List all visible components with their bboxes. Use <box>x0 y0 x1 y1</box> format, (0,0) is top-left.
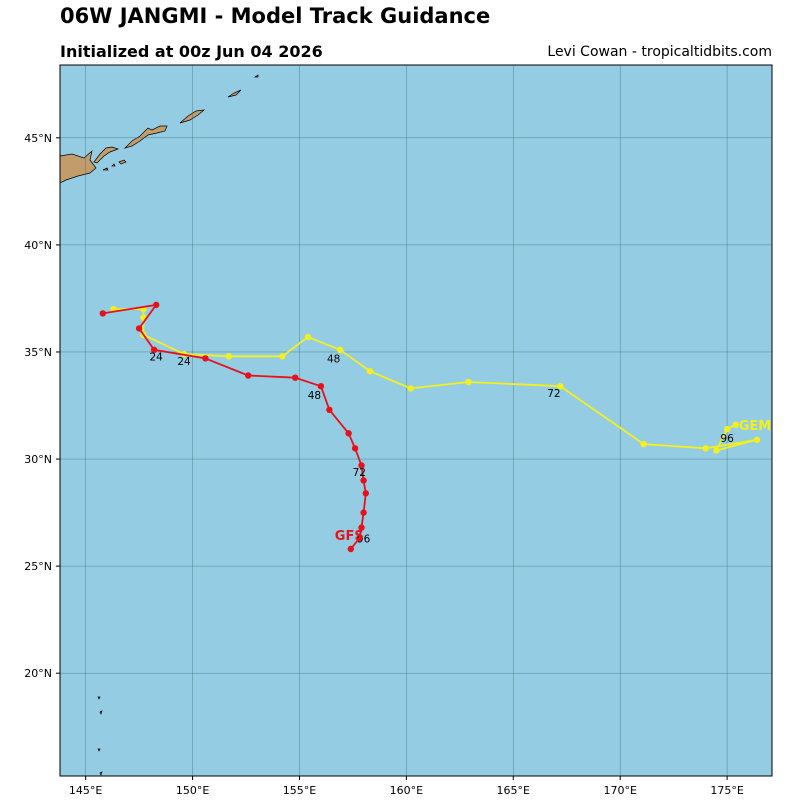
track-point-gem <box>753 436 761 443</box>
page-title: 06W JANGMI - Model Track Guidance <box>60 4 491 28</box>
hokkaido-land <box>60 150 97 184</box>
lon-tick-label: 175°E <box>710 784 743 797</box>
track-point-gfs <box>360 477 367 484</box>
track-point-gem <box>702 445 709 452</box>
track-point-gem <box>557 383 564 390</box>
map-frame <box>59 64 773 777</box>
track-point-gfs <box>153 301 160 309</box>
lat-tick-label: 45°N <box>24 132 52 145</box>
track-point-gfs <box>150 346 158 353</box>
track-point-gfs <box>356 535 363 542</box>
track-point-gfs <box>326 406 333 413</box>
forecast-hour-label: 48 <box>308 390 321 402</box>
forecast-hour-label: 24 <box>150 352 164 364</box>
kuril-island-2 <box>118 159 127 165</box>
track-point-gfs <box>292 374 299 381</box>
lat-tick-label: 40°N <box>24 239 52 252</box>
forecast-hour-label: 24 <box>177 356 191 368</box>
kuril-island-4 <box>102 167 109 171</box>
land-layer <box>60 74 259 776</box>
lat-tick-label: 30°N <box>24 453 52 466</box>
lat-tick-label: 20°N <box>24 667 52 680</box>
gridlines <box>60 65 772 776</box>
lon-tick-label: 150°E <box>176 784 209 797</box>
kuril-island-7 <box>227 89 242 98</box>
kuril-island-8 <box>253 74 259 78</box>
track-point-gfs <box>317 383 325 390</box>
track-point-gfs <box>245 372 252 379</box>
track-point-gem <box>336 346 344 353</box>
track-point-gem <box>732 421 739 428</box>
track-point-gfs <box>358 462 365 469</box>
axis-ticks: 145°E 150°E 155°E 160°E 165°E 170°E 175°E 20°N 2… <box>24 132 744 797</box>
small-island-2 <box>99 710 103 715</box>
lon-tick-label: 160°E <box>390 784 423 797</box>
kuril-island-6 <box>179 109 206 124</box>
track-point-gem <box>279 353 286 360</box>
init-subtitle: Initialized at 00z Jun 04 2026 <box>60 42 323 61</box>
small-island-3 <box>97 748 101 752</box>
track-point-gem <box>465 378 472 386</box>
small-island-1 <box>97 696 101 700</box>
forecast-hour-label: 96 <box>357 534 371 546</box>
credit-text: Levi Cowan - tropicaltidbits.com <box>547 44 772 60</box>
lat-tick-label: 25°N <box>24 560 52 573</box>
model-label-gfs: GFS <box>335 529 364 544</box>
forecast-hour-label: 48 <box>327 354 340 366</box>
track-point-gfs <box>135 325 143 332</box>
track-point-gfs <box>358 524 365 531</box>
lat-tick-label: 35°N <box>24 346 52 359</box>
lon-tick-label: 155°E <box>283 784 316 797</box>
track-point-gfs <box>345 430 352 437</box>
track-point-gfs <box>347 545 354 553</box>
track-point-gem <box>304 333 312 341</box>
track-point-gem <box>640 440 647 448</box>
forecast-hour-label: 96 <box>720 433 734 445</box>
track-point-gem <box>713 447 720 454</box>
track-point-gfs <box>202 355 209 362</box>
small-island-4 <box>99 771 103 776</box>
forecast-hour-label: 72 <box>353 467 366 479</box>
kuril-island-5 <box>123 125 168 149</box>
track-point-gfs <box>99 310 107 317</box>
track-point-gem <box>366 368 374 375</box>
lon-tick-label: 170°E <box>603 784 636 797</box>
forecast-hour-label: 72 <box>547 388 560 400</box>
track-point-gfs <box>351 445 359 452</box>
ocean-background <box>60 65 772 776</box>
model-label-gem: GEM <box>739 419 772 434</box>
lon-tick-label: 165°E <box>497 784 530 797</box>
track-point-gfs <box>362 490 369 497</box>
kuril-island-3 <box>111 163 116 167</box>
track-point-gem <box>225 353 233 360</box>
track-point-gfs <box>360 509 367 516</box>
track-point-gem <box>723 425 731 433</box>
track-point-gem <box>407 385 414 392</box>
kuril-island-1 <box>93 146 120 164</box>
lon-tick-label: 145°E <box>69 784 102 797</box>
